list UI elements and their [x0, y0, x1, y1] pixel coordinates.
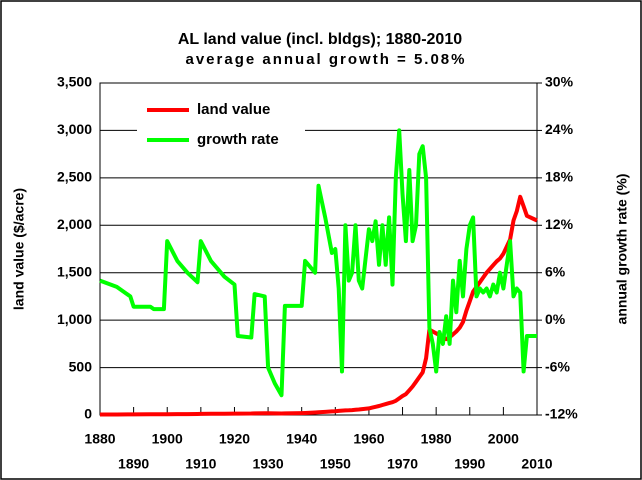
y2-tick-label: 0%	[545, 311, 566, 327]
y2-tick-label: 24%	[545, 121, 574, 137]
y-tick-label: 3,500	[57, 74, 92, 90]
x-tick-label: 1930	[252, 456, 283, 472]
legend-label: growth rate	[197, 131, 279, 148]
y2-axis-label: annual growth rate (%)	[614, 174, 630, 325]
y2-tick-label: 6%	[545, 263, 566, 279]
legend-box	[137, 93, 305, 159]
y2-tick-label: -6%	[545, 358, 570, 374]
x-tick-label: 2010	[521, 456, 552, 472]
x-tick-label: 1960	[353, 431, 384, 447]
x-tick-label: 1920	[219, 431, 250, 447]
x-tick-label: 1880	[84, 431, 115, 447]
x-tick-label: 1990	[454, 456, 485, 472]
y-axis-label: land value ($/acre)	[11, 188, 27, 310]
x-tick-label: 1890	[118, 456, 149, 472]
y2-tick-label: 12%	[545, 216, 574, 232]
legend-label: land value	[197, 101, 270, 118]
x-tick-label: 2000	[488, 431, 519, 447]
x-tick-label: 1970	[387, 456, 418, 472]
y2-tick-label: -12%	[545, 406, 578, 422]
chart-title: AL land value (incl. bldgs); 1880-2010	[178, 31, 462, 48]
y-tick-label: 1,000	[57, 311, 92, 327]
x-tick-label: 1940	[286, 431, 317, 447]
plot-frame	[99, 82, 538, 416]
y-tick-label: 2,500	[57, 169, 92, 185]
x-tick-label: 1910	[185, 456, 216, 472]
series-line	[100, 194, 538, 417]
y-tick-label: 0	[84, 406, 92, 422]
y2-tick-label: 18%	[545, 169, 574, 185]
x-tick-label: 1900	[152, 431, 183, 447]
series-line	[99, 128, 537, 398]
x-tick-label: 1950	[320, 456, 351, 472]
x-tick-label: 1980	[421, 431, 452, 447]
chart-subtitle: average annual growth = 5.08%	[185, 51, 466, 68]
y2-tick-label: 30%	[545, 74, 574, 90]
y-tick-label: 3,000	[57, 121, 92, 137]
y-tick-label: 2,000	[57, 216, 92, 232]
y-tick-label: 1,500	[57, 263, 92, 279]
y-tick-label: 500	[69, 358, 93, 374]
